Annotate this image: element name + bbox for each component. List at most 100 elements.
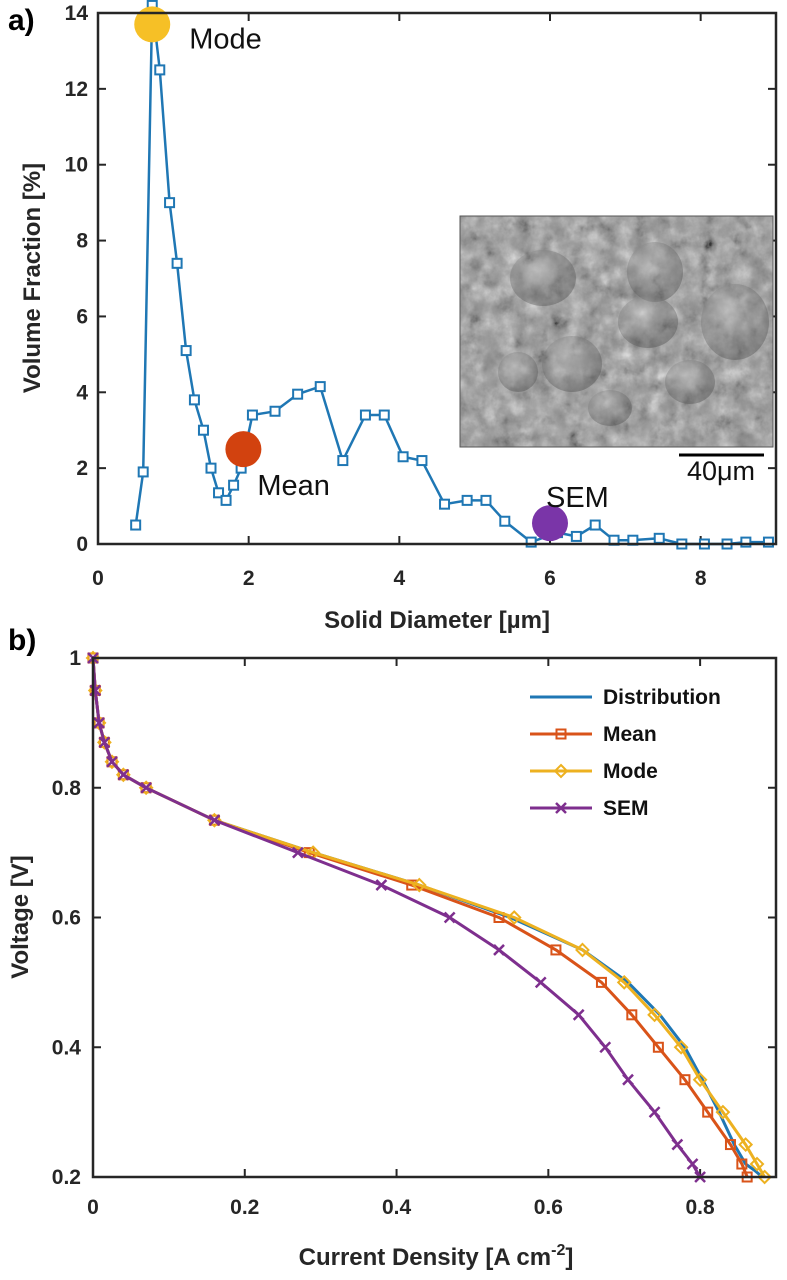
y-tick-label: 0.4 bbox=[52, 1036, 82, 1059]
panel-b-axes: 0 0.2 0.4 0.6 0.8 0.2 0.4 0.6 0.8 1 bbox=[52, 647, 776, 1219]
mean-point bbox=[117, 769, 129, 781]
panel-b-axes-box bbox=[91, 656, 778, 1179]
y-tick-label: 8 bbox=[76, 230, 88, 253]
sem-point bbox=[493, 944, 505, 956]
x-tick-label: 0.6 bbox=[534, 1196, 563, 1219]
mean-label: Mean bbox=[257, 470, 330, 502]
x-tick-label: 0.8 bbox=[686, 1196, 716, 1219]
legend-item-mean: Mean bbox=[530, 723, 657, 746]
distribution-point bbox=[359, 409, 371, 421]
legend-marker bbox=[555, 802, 567, 814]
distribution-point bbox=[314, 381, 326, 393]
legend-item-distribution: Distribution bbox=[530, 686, 721, 709]
distribution-point bbox=[570, 530, 582, 542]
scale-bar-label: 40μm bbox=[687, 456, 755, 486]
sem-point bbox=[375, 879, 388, 891]
mode-point bbox=[115, 767, 131, 783]
distribution-point bbox=[378, 409, 390, 421]
legend-marker bbox=[555, 728, 567, 740]
sem-series bbox=[87, 652, 706, 1183]
distribution-point bbox=[461, 494, 473, 506]
distribution-line bbox=[91, 657, 764, 1179]
distribution-point bbox=[439, 498, 451, 510]
sem-inset-image bbox=[459, 215, 774, 448]
distribution-point bbox=[220, 494, 232, 506]
y-tick-label: 2 bbox=[76, 457, 88, 480]
distribution-point bbox=[525, 536, 537, 548]
mode-point bbox=[757, 1169, 773, 1185]
x-axis-label-b-suffix: ] bbox=[565, 1244, 573, 1271]
x-tick-label: 0.4 bbox=[382, 1196, 412, 1219]
distribution-point bbox=[246, 409, 258, 421]
mode-point bbox=[749, 1156, 765, 1172]
mode-point bbox=[411, 877, 427, 893]
sem-point bbox=[292, 846, 304, 859]
distribution-point bbox=[480, 494, 492, 506]
y-axis-label: Volume Fraction [%] bbox=[19, 163, 46, 393]
distribution-point bbox=[188, 394, 200, 406]
distribution-point bbox=[171, 257, 183, 269]
legend-item-sem: SEM bbox=[530, 797, 649, 820]
mode-point bbox=[616, 974, 632, 990]
distribution-point bbox=[337, 455, 349, 467]
y-tick-label: 0 bbox=[76, 533, 88, 556]
x-tick-label: 2 bbox=[243, 567, 255, 590]
sem-label: SEM bbox=[546, 482, 609, 514]
sem-point bbox=[443, 911, 456, 924]
x-axis-label: Solid Diameter [µm] bbox=[324, 607, 550, 634]
y-tick-label: 0.8 bbox=[52, 777, 82, 800]
mean-point bbox=[679, 1074, 691, 1086]
x-tick-label: 0 bbox=[92, 567, 104, 590]
x-axis-label-b: Current Density [A cm-2] bbox=[299, 1242, 574, 1271]
y-tick-label: 6 bbox=[76, 305, 88, 328]
mode-point bbox=[738, 1137, 754, 1152]
mode-point bbox=[575, 942, 590, 958]
legend: Distribution Mean Mode SEM bbox=[530, 686, 721, 820]
y-tick-label: 0.6 bbox=[52, 907, 81, 930]
sem-point bbox=[648, 1106, 661, 1119]
y-tick-label: 4 bbox=[76, 381, 88, 404]
y-tick-label: 10 bbox=[65, 154, 88, 177]
mode-point bbox=[715, 1104, 731, 1120]
distribution-point bbox=[137, 466, 149, 478]
distribution-series bbox=[130, 0, 774, 550]
distribution-point bbox=[499, 515, 511, 527]
sem-point bbox=[140, 781, 153, 794]
sem-marker bbox=[532, 505, 568, 542]
mode-point bbox=[506, 910, 522, 925]
sem-point bbox=[93, 716, 105, 729]
distribution-point bbox=[154, 64, 166, 76]
distribution-point bbox=[589, 519, 601, 531]
annotations: Mode Mean SEM bbox=[134, 6, 609, 542]
mean-point bbox=[140, 782, 152, 794]
sem-point bbox=[686, 1158, 699, 1170]
mean-point bbox=[702, 1106, 714, 1118]
mode-point bbox=[673, 1039, 689, 1055]
sem-point bbox=[117, 768, 130, 781]
distribution-point bbox=[164, 197, 176, 209]
distribution-point bbox=[292, 388, 304, 400]
distribution-point bbox=[130, 519, 142, 531]
mean-point bbox=[724, 1139, 736, 1151]
panel-a-axes: 0 2 4 6 8 0 2 4 6 8 10 12 14 bbox=[65, 2, 776, 590]
sem-point bbox=[106, 755, 118, 768]
x-tick-label: 4 bbox=[393, 567, 405, 590]
panel-b: b) 0 0.2 0.4 0.6 0.8 0.2 0.4 0.6 0.8 1 Distributi… bbox=[7, 624, 778, 1271]
distribution-point bbox=[397, 451, 409, 463]
distribution-point bbox=[740, 536, 752, 548]
sem-point bbox=[534, 976, 547, 989]
mean-point bbox=[106, 756, 118, 768]
polarization-series bbox=[85, 650, 773, 1185]
mode-series bbox=[85, 650, 773, 1185]
distribution-point bbox=[180, 345, 192, 357]
mode-point bbox=[91, 715, 107, 731]
panel-a-axes-box bbox=[96, 11, 778, 546]
mode-point bbox=[96, 734, 112, 750]
x-tick-label: 8 bbox=[695, 567, 707, 590]
mean-point bbox=[736, 1158, 748, 1170]
distribution-point bbox=[213, 487, 225, 499]
y-tick-label: 1 bbox=[69, 647, 81, 670]
mean-point bbox=[652, 1041, 664, 1053]
mean-point bbox=[595, 976, 607, 988]
